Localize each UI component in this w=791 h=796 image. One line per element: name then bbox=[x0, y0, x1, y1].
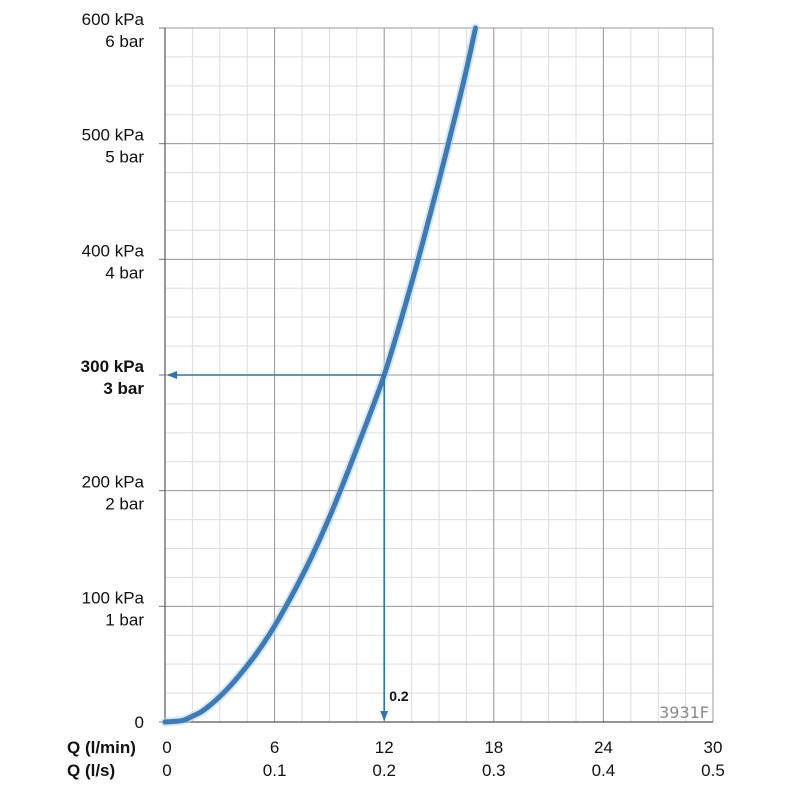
y-tick-label: 400 kPa bbox=[82, 241, 145, 260]
y-tick-label: 6 bar bbox=[105, 32, 144, 51]
y-tick-label: 1 bar bbox=[105, 610, 144, 629]
x-tick-label: 18 bbox=[484, 738, 503, 757]
x-tick-label: 6 bbox=[270, 738, 279, 757]
annotation-layer: 0.2 bbox=[167, 371, 409, 721]
y-tick-label: 3 bar bbox=[103, 379, 144, 398]
y-tick-label: 5 bar bbox=[105, 148, 144, 167]
x-tick-label: 12 bbox=[375, 738, 394, 757]
y-tick-label: 4 bar bbox=[105, 263, 144, 282]
x-tick-label: 0.2 bbox=[372, 761, 396, 780]
x-tick-label: 0.1 bbox=[263, 761, 287, 780]
x-tick-label: 0 bbox=[162, 761, 171, 780]
y-tick-label: 100 kPa bbox=[82, 588, 145, 607]
y-tick-label: 600 kPa bbox=[82, 10, 145, 29]
curve-layer bbox=[160, 23, 481, 727]
y-tick-label: 0 bbox=[135, 713, 144, 732]
x-tick-labels: Q (l/min) 0 6 12 18 24 30 Q (l/s) 0 0.1 0.2 0.3 0.4 0… bbox=[67, 738, 725, 780]
annotation-label: 0.2 bbox=[389, 688, 409, 704]
y-tick-labels: 0 100 kPa 1 bar 200 kPa 2 bar 300 kPa 3 bar 400… bbox=[81, 10, 145, 732]
x-tick-label: 0.3 bbox=[482, 761, 506, 780]
pressure-curve bbox=[162, 25, 479, 725]
y-tick-label: 300 kPa bbox=[81, 357, 145, 376]
y-tick-label: 500 kPa bbox=[82, 126, 145, 145]
x-tick-label: 0.4 bbox=[592, 761, 616, 780]
x-axis-row-label: Q (l/s) bbox=[67, 761, 115, 780]
x-tick-label: 0 bbox=[162, 738, 171, 757]
x-tick-label: 24 bbox=[594, 738, 613, 757]
x-tick-label: 0.5 bbox=[701, 761, 725, 780]
y-tick-label: 2 bar bbox=[105, 495, 144, 514]
y-tick-label: 200 kPa bbox=[82, 473, 145, 492]
x-tick-label: 30 bbox=[704, 738, 723, 757]
x-axis-row-label: Q (l/min) bbox=[67, 738, 136, 757]
figure-code-label: 3931F bbox=[659, 703, 709, 722]
